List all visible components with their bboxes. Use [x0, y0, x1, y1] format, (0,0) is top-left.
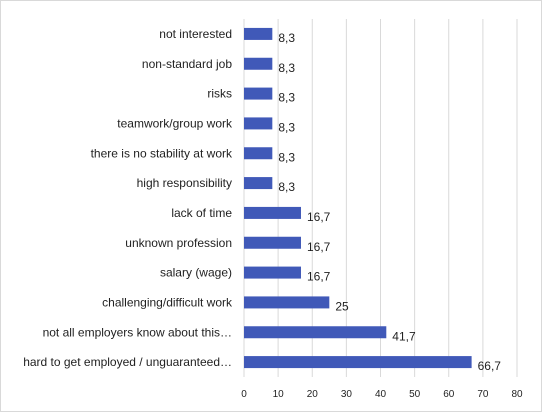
- data-label: 16,7: [307, 270, 331, 284]
- x-tick-label: 40: [375, 389, 387, 400]
- bar: [244, 236, 301, 249]
- bar: [244, 326, 387, 339]
- data-labels: 8,3 8,3 8,3 8,3 8,3 8,3 16,7 16,7 16,7 25 41,7 66,7: [278, 31, 501, 373]
- data-label: 16,7: [307, 240, 331, 254]
- data-label: 8,3: [278, 150, 295, 164]
- x-tick-label: 10: [273, 389, 285, 400]
- category-label: not all employers know about this…: [43, 325, 232, 339]
- category-label: hard to get employed / unguaranteed…: [23, 355, 232, 369]
- category-label: not interested: [159, 27, 232, 41]
- category-label: teamwork/group work: [117, 116, 233, 130]
- category-label: lack of time: [171, 206, 232, 220]
- x-tick-labels: 0 10 20 30 40 50 60 70 80: [241, 389, 523, 400]
- category-label: risks: [207, 87, 232, 101]
- data-label: 41,7: [392, 329, 416, 343]
- bar: [244, 87, 273, 100]
- data-label: 25: [335, 299, 349, 313]
- x-tick-label: 80: [511, 389, 523, 400]
- data-label: 66,7: [478, 359, 502, 373]
- bar: [244, 147, 273, 160]
- x-tick-label: 0: [241, 389, 247, 400]
- bar: [244, 117, 273, 130]
- category-label: salary (wage): [160, 266, 232, 280]
- bar: [244, 177, 273, 190]
- gridlines: [243, 19, 518, 377]
- bar: [244, 296, 330, 309]
- x-tick-label: 70: [477, 389, 489, 400]
- x-tick-label: 30: [341, 389, 353, 400]
- x-tick-label: 60: [443, 389, 455, 400]
- bar: [244, 356, 472, 369]
- category-labels: not interested non-standard job risks teamw…: [23, 27, 233, 369]
- data-label: 8,3: [278, 120, 295, 134]
- data-label: 8,3: [278, 180, 295, 194]
- bar: [244, 27, 273, 40]
- category-label: there is no stability at work: [91, 146, 233, 160]
- data-label: 8,3: [278, 91, 295, 105]
- bar: [244, 206, 301, 219]
- bar: [244, 57, 273, 70]
- data-label: 16,7: [307, 210, 331, 224]
- data-label: 8,3: [278, 31, 295, 45]
- category-label: non-standard job: [142, 57, 232, 71]
- x-tick-label: 50: [409, 389, 421, 400]
- bars: [244, 27, 472, 369]
- category-label: unknown profession: [125, 236, 232, 250]
- category-label: high responsibility: [137, 176, 232, 190]
- x-tick-label: 20: [307, 389, 319, 400]
- category-label: challenging/difficult work: [102, 295, 233, 309]
- data-label: 8,3: [278, 61, 295, 75]
- bar: [244, 266, 301, 279]
